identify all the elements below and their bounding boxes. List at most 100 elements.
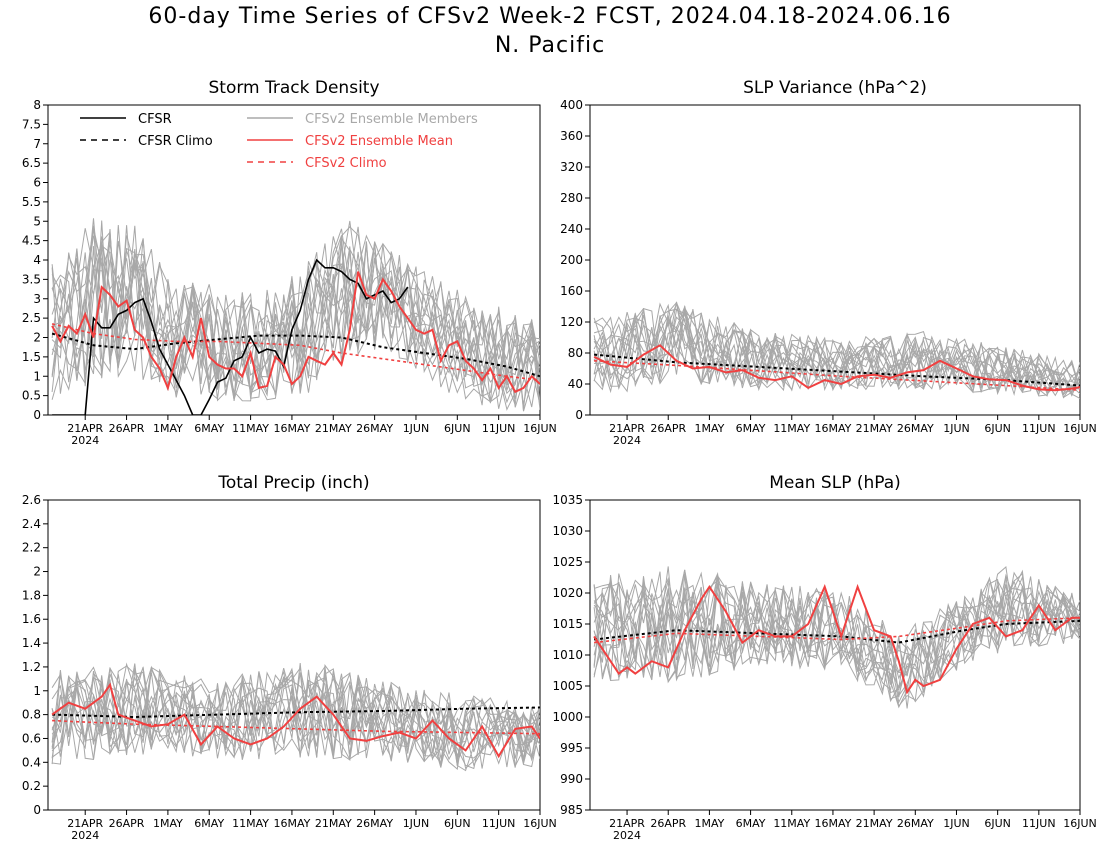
x-tick-label: 11JUN (482, 817, 516, 830)
y-tick-label: 2.5 (22, 311, 41, 325)
x-tick-label: 21APR (609, 422, 645, 435)
y-tick-label: 1035 (552, 493, 583, 507)
y-tick-label: 120 (560, 315, 583, 329)
y-tick-label: 1015 (552, 617, 583, 631)
y-tick-label: 2.4 (22, 517, 41, 531)
y-tick-label: 0.2 (22, 779, 41, 793)
panel-2: SLP Variance (hPa^2) 0 40 80 120 160 200 240 280… (560, 78, 1097, 447)
x-tick-label: 11JUN (1022, 817, 1056, 830)
x-tick-label: 6JUN (444, 422, 471, 435)
ensemble-member-line (51, 666, 540, 770)
x-tick-label: 6MAY (194, 817, 224, 830)
ensemble-member-line (593, 301, 1080, 399)
cfsr-climo-line (594, 353, 1080, 387)
ensemble-member-line (51, 225, 540, 399)
y-tick-label: 1020 (552, 586, 583, 600)
y-tick-label: 0.5 (22, 389, 41, 403)
cfsv2-climo-line (594, 360, 1080, 391)
x-tick-label: 26MAY (356, 817, 393, 830)
y-tick-label: 40 (568, 377, 583, 391)
x-tick-label: 21APR (67, 817, 103, 830)
x-tick-label: 26APR (650, 422, 686, 435)
ensemble-member-line (593, 569, 1080, 693)
ensemble-member-line (593, 579, 1080, 698)
ensemble-member-line (51, 666, 540, 770)
x-tick-label: 16JUN (523, 422, 557, 435)
y-tick-label: 4.5 (22, 234, 41, 248)
y-tick-label: 1000 (552, 710, 583, 724)
x-tick-label: 1MAY (694, 422, 724, 435)
plot-area (593, 566, 1080, 709)
x-tick-label: 6JUN (984, 422, 1011, 435)
plot-area (593, 301, 1080, 399)
y-tick-label: 990 (560, 772, 583, 786)
cfsr-climo-line (593, 619, 1080, 644)
cfsv2-climo-line (51, 323, 540, 381)
x-tick-label: 21MAY (315, 422, 352, 435)
panel-title: Mean SLP (hPa) (769, 473, 901, 493)
x-tick-label: 11MAY (232, 422, 269, 435)
x-tick-label: 16JUN (1063, 817, 1097, 830)
y-tick-label: 1030 (552, 524, 583, 538)
ensemble-member-line (593, 325, 1080, 394)
legend-cfsr-label: CFSR (138, 112, 172, 127)
ensemble-member-line (51, 667, 540, 760)
ensemble-member-line (51, 663, 540, 764)
panel-title: Total Precip (inch) (217, 473, 369, 493)
panel-title: Storm Track Density (208, 78, 379, 98)
ensemble-member-line (593, 311, 1080, 391)
cfsv2-climo-line (594, 617, 1080, 644)
legend-cfsr-climo-label: CFSR Climo (138, 134, 213, 149)
plot-area (51, 662, 540, 772)
x-year-label: 2024 (71, 829, 99, 842)
y-tick-label: 1.8 (22, 588, 41, 602)
x-tick-label: 6JUN (984, 817, 1011, 830)
cfsr-climo-line (51, 332, 540, 378)
y-tick-label: 320 (560, 160, 583, 174)
y-tick-label: 1.6 (22, 612, 41, 626)
y-tick-label: 1 (33, 684, 41, 698)
y-tick-label: 1.4 (22, 636, 41, 650)
x-year-label: 2024 (613, 434, 641, 447)
y-tick-label: 5.5 (22, 195, 41, 209)
x-tick-label: 1JUN (403, 422, 430, 435)
ensemble-member-line (51, 228, 540, 405)
plot-area (51, 218, 540, 415)
panel-title: SLP Variance (hPa^2) (743, 78, 927, 98)
ensemble-member-line (51, 664, 540, 772)
x-tick-label: 21APR (609, 817, 645, 830)
x-tick-label: 26APR (109, 817, 145, 830)
y-tick-label: 0.4 (22, 755, 41, 769)
ensemble-mean-line (593, 344, 1080, 392)
x-tick-label: 11MAY (773, 422, 810, 435)
y-tick-label: 400 (560, 98, 583, 112)
ensemble-member-line (51, 225, 540, 402)
plot-frame (589, 104, 1081, 416)
y-tick-label: 2 (33, 331, 41, 345)
x-tick-label: 6MAY (194, 422, 224, 435)
y-tick-label: 160 (560, 284, 583, 298)
ensemble-member-line (593, 308, 1080, 399)
x-tick-label: 1MAY (153, 817, 183, 830)
x-tick-label: 1JUN (403, 817, 430, 830)
ensemble-member-line (52, 668, 540, 765)
x-tick-label: 16MAY (814, 422, 851, 435)
y-tick-label: 0 (575, 408, 583, 422)
ensemble-member-line (51, 218, 540, 395)
y-tick-label: 2.2 (22, 541, 41, 555)
x-tick-label: 21MAY (856, 817, 893, 830)
figure-title: 60-day Time Series of CFSv2 Week-2 FCST,… (148, 4, 952, 29)
y-tick-label: 360 (560, 129, 583, 143)
x-tick-label: 16MAY (273, 817, 310, 830)
y-tick-label: 0 (33, 408, 41, 422)
ensemble-mean-line (593, 583, 1080, 695)
x-tick-label: 1JUN (943, 422, 970, 435)
legend: CFSR CFSR Climo CFSv2 Ensemble Members CFSv… (80, 112, 478, 171)
x-tick-label: 11JUN (1022, 422, 1056, 435)
y-tick-label: 5 (33, 214, 41, 228)
x-tick-label: 16MAY (273, 422, 310, 435)
y-tick-label: 1025 (552, 555, 583, 569)
x-tick-label: 11MAY (232, 817, 269, 830)
x-tick-label: 1MAY (694, 817, 724, 830)
x-tick-label: 16JUN (1063, 422, 1097, 435)
